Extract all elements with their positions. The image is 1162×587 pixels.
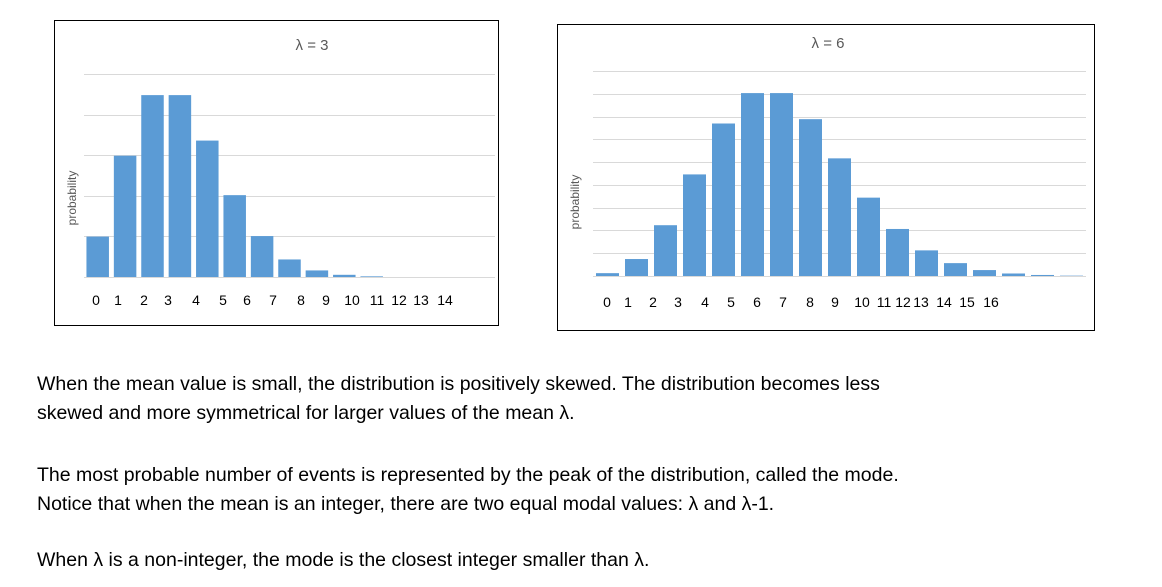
- bar-11: [915, 250, 938, 276]
- bar-5: [741, 93, 764, 276]
- bar-9: [333, 274, 356, 277]
- x-tick-6: 6: [243, 292, 251, 308]
- bar-10: [886, 228, 909, 276]
- bar-0: [86, 236, 109, 277]
- chart-lambda-6-svg: λ = 6 probability 0 1 2 3 4 5 6 7 8 9 10 11 12 13 14 15…: [568, 35, 1086, 310]
- bar-12: [944, 263, 967, 276]
- bar-14: [1002, 273, 1025, 276]
- paragraph-line: When λ is a non-integer, the mode is the…: [37, 549, 650, 571]
- x-tick-9: 9: [322, 292, 330, 308]
- bar-4: [712, 123, 735, 276]
- x-tick-13: 13: [413, 292, 429, 308]
- x-tick-labels: 0 1 2 3 4 5 6 7 8 9 10 11 12 13 14: [92, 292, 453, 308]
- paragraph-skewness: When the mean value is small, the distri…: [37, 370, 880, 428]
- paragraph-non-integer: When λ is a non-integer, the mode is the…: [37, 546, 649, 575]
- x-tick-16: 16: [983, 294, 999, 310]
- x-tick-labels: 0 1 2 3 4 5 6 7 8 9 10 11 12 13 14 15 16: [603, 294, 999, 310]
- chart-title: λ = 3: [296, 37, 329, 54]
- x-tick-9: 9: [831, 294, 839, 310]
- x-tick-12: 12: [895, 294, 911, 310]
- x-tick-2: 2: [649, 294, 657, 310]
- bars: [596, 93, 1083, 276]
- bar-2: [141, 95, 164, 277]
- x-tick-3: 3: [674, 294, 682, 310]
- x-tick-11: 11: [370, 292, 385, 308]
- bar-7: [278, 259, 301, 277]
- bar-3: [168, 95, 192, 277]
- bar-3: [683, 174, 706, 276]
- x-tick-7: 7: [269, 292, 277, 308]
- x-tick-12: 12: [391, 292, 407, 308]
- x-tick-14: 14: [437, 292, 453, 308]
- chart-lambda-3-svg: λ = 3 probability 0 1 2 3 4 5 6 7 8 9 10 11 12 13 14: [65, 37, 495, 308]
- bar-10: [360, 276, 383, 277]
- x-tick-8: 8: [297, 292, 305, 308]
- bar-15: [1031, 274, 1054, 276]
- chart-lambda-3: λ = 3 probability 0 1 2 3 4 5 6 7 8 9 10 11 12 13 14: [54, 20, 499, 326]
- bar-13: [973, 270, 996, 276]
- x-tick-13: 13: [913, 294, 929, 310]
- bar-6: [250, 236, 274, 277]
- x-tick-1: 1: [624, 294, 632, 310]
- x-tick-1: 1: [114, 292, 122, 308]
- y-axis-label: probability: [568, 175, 582, 230]
- paragraph-line: The most probable number of events is re…: [37, 464, 899, 486]
- x-tick-5: 5: [219, 292, 227, 308]
- y-axis-label: probability: [65, 171, 79, 226]
- x-tick-14: 14: [936, 294, 952, 310]
- bar-9: [857, 197, 880, 276]
- bar-1: [625, 259, 648, 276]
- x-tick-10: 10: [854, 294, 870, 310]
- x-tick-15: 15: [959, 294, 975, 310]
- bar-5: [223, 195, 246, 277]
- bar-4: [196, 140, 219, 277]
- bar-6: [770, 93, 793, 276]
- bar-0: [596, 273, 619, 276]
- paragraph-line: Notice that when the mean is an integer,…: [37, 493, 775, 515]
- x-tick-7: 7: [779, 294, 787, 310]
- x-tick-6: 6: [753, 294, 761, 310]
- paragraph-line: When the mean value is small, the distri…: [37, 373, 880, 395]
- x-tick-10: 10: [344, 292, 360, 308]
- x-tick-11: 11: [877, 294, 892, 310]
- x-tick-5: 5: [727, 294, 735, 310]
- bar-8: [828, 158, 851, 276]
- chart-lambda-6: λ = 6 probability 0 1 2 3 4 5 6 7 8 9 10 11 12 13 14 15…: [557, 24, 1095, 331]
- bars: [86, 95, 383, 277]
- bar-2: [654, 225, 677, 276]
- x-tick-0: 0: [603, 294, 611, 310]
- x-tick-4: 4: [192, 292, 200, 308]
- x-tick-8: 8: [806, 294, 814, 310]
- bar-7: [799, 119, 822, 276]
- bar-8: [305, 270, 329, 277]
- chart-title: λ = 6: [812, 35, 845, 52]
- bar-1: [113, 155, 137, 277]
- x-tick-4: 4: [701, 294, 709, 310]
- paragraph-mode: The most probable number of events is re…: [37, 461, 899, 519]
- x-tick-3: 3: [164, 292, 172, 308]
- x-tick-0: 0: [92, 292, 100, 308]
- x-tick-2: 2: [140, 292, 148, 308]
- paragraph-line: skewed and more symmetrical for larger v…: [37, 402, 575, 424]
